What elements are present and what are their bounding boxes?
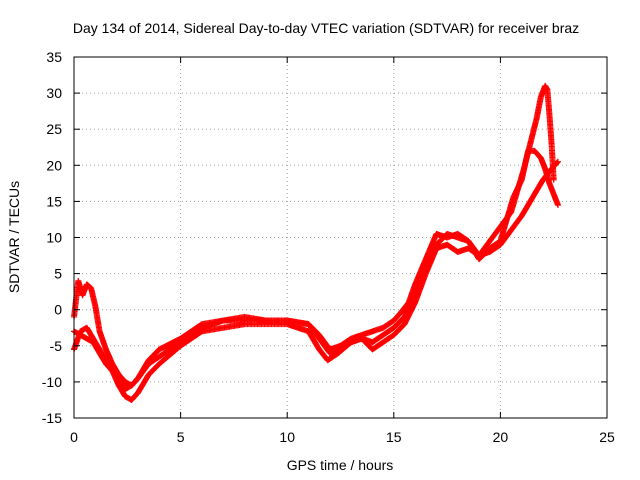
x-tick-label: 0 <box>70 429 78 445</box>
y-tick-label: -15 <box>42 410 62 426</box>
y-tick-label: 0 <box>54 302 62 318</box>
data-series-3 <box>71 82 557 389</box>
data-point <box>554 158 561 165</box>
data-point <box>550 176 557 183</box>
data-point <box>554 159 561 166</box>
y-tick-label: 5 <box>54 266 62 282</box>
x-tick-label: 15 <box>386 429 402 445</box>
chart-title: Day 134 of 2014, Sidereal Day-to-day VTE… <box>73 20 579 36</box>
y-tick-label: 35 <box>46 49 62 65</box>
y-tick-label: 30 <box>46 85 62 101</box>
y-tick-label: 15 <box>46 193 62 209</box>
data-points <box>71 82 561 403</box>
axis-ticks: 0 5 10 15 20 25 -15 -10 -5 0 5 10 15 20 25 30 35 <box>42 49 615 445</box>
y-tick-label: -5 <box>50 338 63 354</box>
y-tick-label: -10 <box>42 374 62 390</box>
data-point <box>554 202 561 209</box>
y-tick-label: 10 <box>46 230 62 246</box>
x-axis-label: GPS time / hours <box>287 457 394 473</box>
x-tick-label: 25 <box>599 429 615 445</box>
y-tick-label: 25 <box>46 121 62 137</box>
x-tick-label: 10 <box>279 429 295 445</box>
y-axis-label: SDTVAR / TECUs <box>6 181 22 293</box>
x-tick-label: 20 <box>493 429 509 445</box>
y-tick-label: 20 <box>46 157 62 173</box>
x-tick-label: 5 <box>177 429 185 445</box>
